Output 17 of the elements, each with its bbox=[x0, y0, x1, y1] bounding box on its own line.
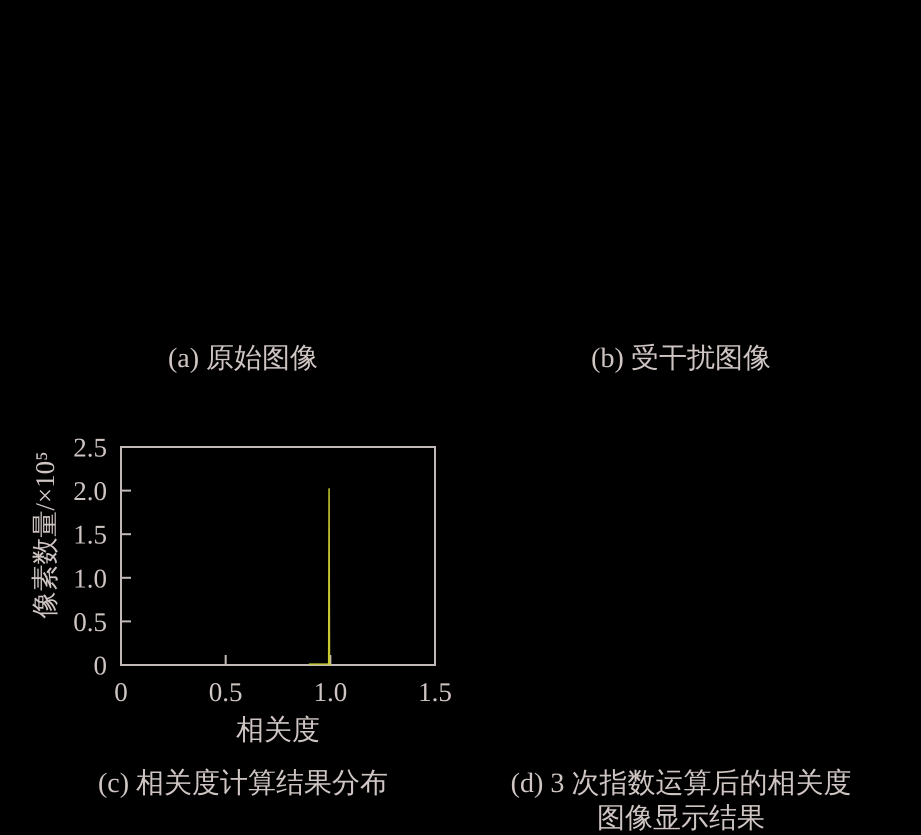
text: (d) 3 次指数运算后的相关度图像显示结果 bbox=[510, 768, 852, 834]
x-tick-label: 1.0 bbox=[313, 677, 348, 707]
y-axis-title: 像素数量/×10⁵ bbox=[30, 451, 60, 619]
y-tick-label: 1.0 bbox=[73, 563, 107, 594]
x-tick-label: 0.5 bbox=[208, 677, 243, 707]
line-series bbox=[308, 488, 332, 666]
text: (b) 受干扰图像 bbox=[591, 343, 771, 374]
y-tick-label: 0 bbox=[94, 650, 107, 680]
y-tick-label: 2.5 bbox=[73, 432, 107, 462]
y-tick-label: 1.5 bbox=[73, 520, 107, 550]
text: (c) 相关度计算结果分布 bbox=[98, 768, 388, 799]
x-tick-label: 1.5 bbox=[418, 677, 452, 707]
y-tick-label: 2.0 bbox=[73, 476, 107, 506]
x-tick-label: 0 bbox=[114, 677, 128, 707]
text: (a) 原始图像 bbox=[168, 343, 318, 374]
x-axis-title: 相关度 bbox=[236, 715, 320, 746]
y-tick-label: 0.5 bbox=[73, 606, 107, 637]
